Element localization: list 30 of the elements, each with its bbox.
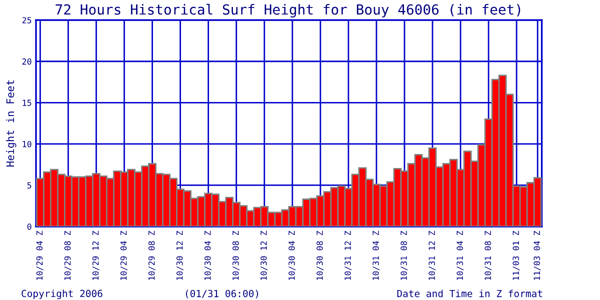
x-tick-label: 10/29 08 Z: [64, 230, 72, 280]
x-tick-label: 10/31 12 Z: [428, 230, 436, 280]
x-tick-label: 10/30 12 Z: [176, 230, 184, 280]
y-tick-label: 15: [22, 100, 32, 106]
x-tick-label: 10/29 04 Z: [36, 230, 44, 280]
x-tick-label: 10/30 04 Z: [204, 230, 212, 280]
x-tick-label: 10/31 04 Z: [456, 230, 464, 280]
y-tick-label: 10: [22, 140, 32, 148]
x-tick-label: 10/30 08 Z: [232, 230, 240, 280]
x-tick-label: 10/31 08 Z: [400, 230, 408, 280]
x-tick-label: 10/31 04 Z: [372, 230, 380, 280]
text: (01/31 06:00): [186, 290, 258, 298]
text: Copyright 2006: [22, 290, 102, 300]
x-tick-label: 11/03 01 Z: [512, 230, 520, 280]
x-tick-label: 10/30 04 Z: [288, 230, 296, 280]
x-tick-label: 10/29 04 Z: [120, 230, 128, 280]
x-tick-label: 10/31 12 Z: [344, 230, 352, 280]
x-tick-label: 10/30 08 Z: [316, 230, 324, 280]
y-axis-title: Height in Feet: [6, 80, 16, 166]
y-tick-label: 20: [22, 58, 32, 65]
x-tick-label: 11/03 04 Z: [534, 230, 541, 280]
chart-title: 72 Hours Historical Surf Height for Bouy 46006 (in feet): [56, 4, 520, 18]
x-axis-title: Date and Time in Z format: [397, 290, 542, 298]
x-tick-label: 10/29 12 Z: [92, 230, 100, 280]
x-tick-label: 10/29 08 Z: [148, 230, 156, 280]
y-tick-label: 5: [27, 182, 32, 189]
y-tick-label: 25: [22, 17, 32, 24]
x-tick-label: 10/30 12 Z: [260, 230, 268, 280]
x-tick-label: 10/31 08 Z: [484, 230, 492, 280]
y-tick-label: 0: [27, 224, 32, 230]
